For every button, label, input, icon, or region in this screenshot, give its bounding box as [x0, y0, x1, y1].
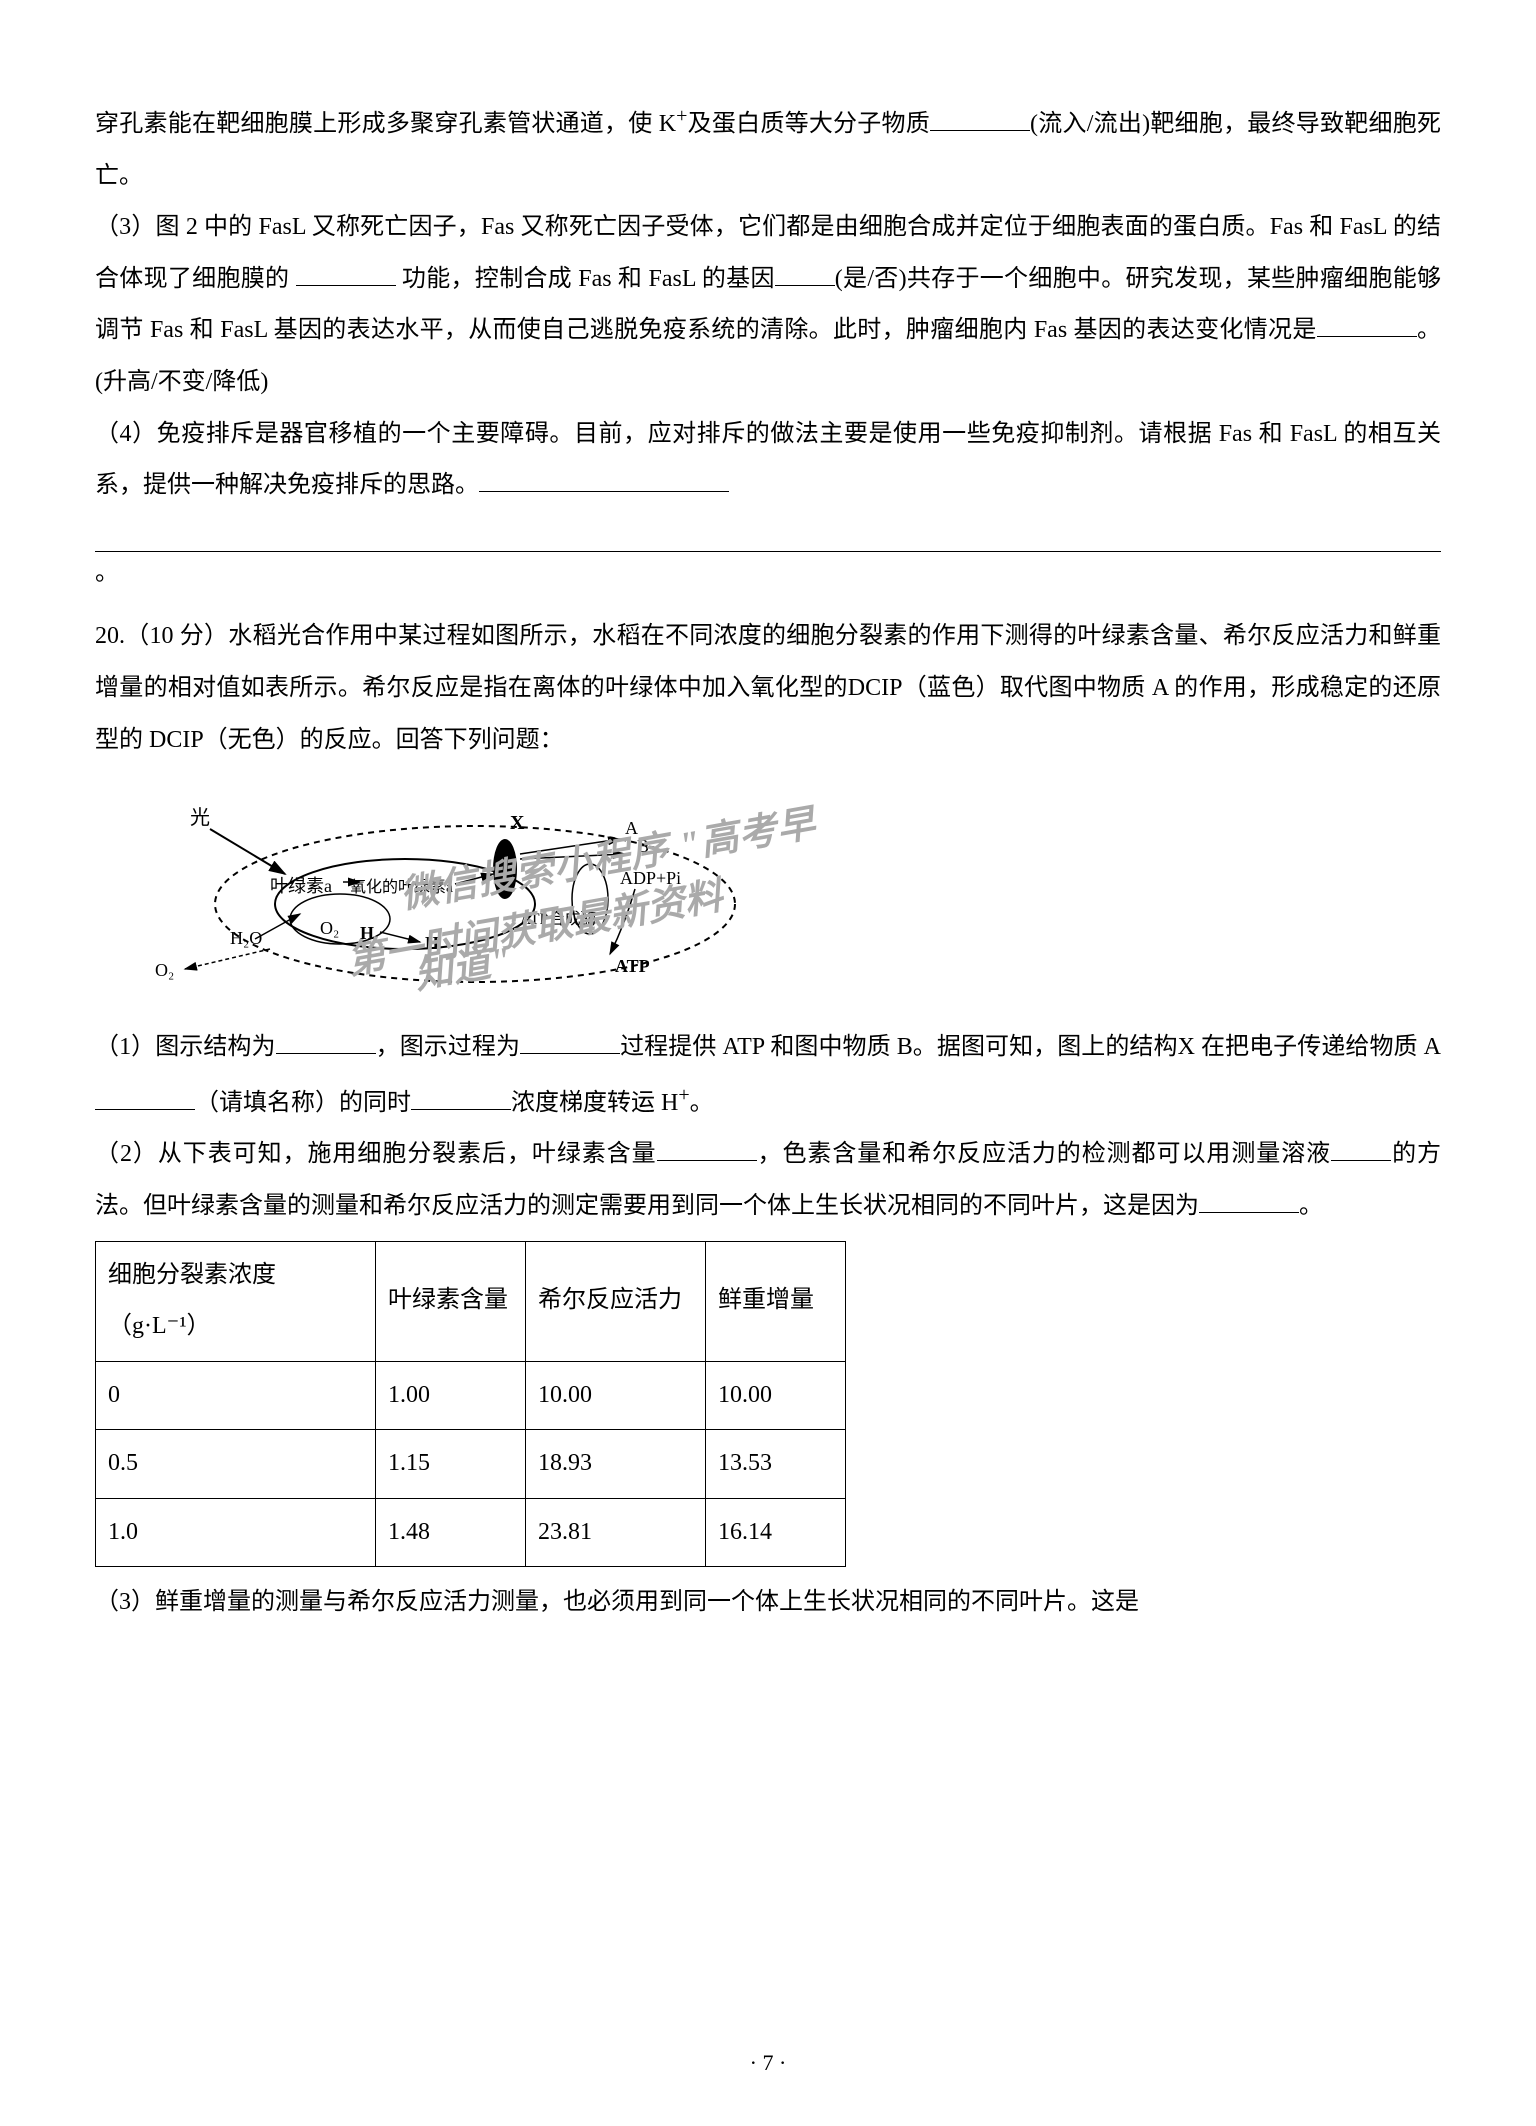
text: 。	[1299, 1193, 1323, 1219]
table-cell: 23.81	[526, 1498, 706, 1567]
blank-fill	[1317, 313, 1417, 337]
table-cell: 0.5	[96, 1430, 376, 1499]
text: 20.（10 分）水稻光合作用中某过程如图所示，水稻在不同浓度的细胞分裂素的作用…	[95, 623, 1441, 752]
blank-fill	[411, 1086, 511, 1110]
blank-fill	[775, 262, 835, 286]
table-header: 希尔反应活力	[526, 1241, 706, 1361]
question-20-2: （2）从下表可知，施用细胞分裂素后，叶绿素含量 ，色素含量和希尔反应活力的检测都可…	[95, 1129, 1441, 1232]
table-cell: 10.00	[706, 1361, 846, 1430]
table-header: 叶绿素含量	[376, 1241, 526, 1361]
label-b: B	[637, 836, 649, 856]
blank-fill	[1199, 1189, 1299, 1213]
blank-fill	[930, 107, 1030, 131]
table-cell: 1.15	[376, 1430, 526, 1499]
table-cell: 18.93	[526, 1430, 706, 1499]
page-number: · 7 ·	[0, 2050, 1536, 2076]
table-cell: 10.00	[526, 1361, 706, 1430]
text: （2）从下表可知，施用细胞分裂素后，叶绿素含量	[95, 1141, 657, 1167]
text: 过程提供 ATP 和图中物质 B。据图可知，图上的结构X 在把电子传递给物质 A	[620, 1034, 1441, 1060]
table-header: 细胞分裂素浓度（g·L⁻¹）	[96, 1241, 376, 1361]
diagram-svg: X 光 叶绿素a 氧化的叶绿素a H₂O O₂ O₂ H H	[125, 784, 825, 1004]
blank-fill	[1331, 1137, 1391, 1161]
table-cell: 1.00	[376, 1361, 526, 1430]
label-chlorophyll: 叶绿素a	[270, 876, 332, 896]
label-x: X	[510, 812, 525, 834]
paragraph-3: （4）免疫排斥是器官移植的一个主要障碍。目前，应对排斥的做法主要是使用一些免疫抑…	[95, 409, 1441, 512]
text: ，图示过程为	[376, 1034, 520, 1060]
paragraph-2: （3）图 2 中的 FasL 又称死亡因子，Fas 又称死亡因子受体，它们都是由…	[95, 202, 1441, 408]
question-20-intro: 20.（10 分）水稻光合作用中某过程如图所示，水稻在不同浓度的细胞分裂素的作用…	[95, 611, 1441, 766]
text: 浓度梯度转运 H	[511, 1090, 678, 1116]
text: （请填名称）的同时	[195, 1090, 411, 1116]
table-row: 0 1.00 10.00 10.00	[96, 1361, 846, 1430]
data-table: 细胞分裂素浓度（g·L⁻¹） 叶绿素含量 希尔反应活力 鲜重增量 0 1.00 …	[95, 1241, 846, 1568]
label-adp: ADP+Pi	[620, 868, 681, 888]
blank-line	[95, 524, 1441, 552]
text: 。	[690, 1090, 714, 1116]
paragraph-1: 穿孔素能在靶细胞膜上形成多聚穿孔素管状通道，使 K+及蛋白质等大分子物质(流入/…	[95, 95, 1441, 202]
question-20-3: （3）鲜重增量的测量与希尔反应活力测量，也必须用到同一个体上生长状况相同的不同叶…	[95, 1577, 1441, 1629]
blank-fill	[276, 1030, 376, 1054]
table-cell: 0	[96, 1361, 376, 1430]
table-cell: 1.48	[376, 1498, 526, 1567]
text: ，色素含量和希尔反应活力的检测都可以用测量溶液	[757, 1141, 1332, 1167]
table-row: 1.0 1.48 23.81 16.14	[96, 1498, 846, 1567]
superscript: +	[678, 1084, 689, 1106]
text: （3）鲜重增量的测量与希尔反应活力测量，也必须用到同一个体上生长状况相同的不同叶…	[95, 1589, 1139, 1615]
table-cell: 13.53	[706, 1430, 846, 1499]
label-oxidized: 氧化的叶绿素a	[350, 878, 453, 896]
table-cell: 16.14	[706, 1498, 846, 1567]
label-a: A	[625, 818, 638, 838]
table-cell: 1.0	[96, 1498, 376, 1567]
label-light: 光	[190, 806, 210, 829]
label-atp-synthase: ATP合成酶	[520, 910, 596, 928]
blank-fill	[479, 468, 729, 492]
question-20-1: （1）图示结构为 ，图示过程为 过程提供 ATP 和图中物质 B。据图可知，图上的结…	[95, 1022, 1441, 1129]
label-atp: ATP	[615, 956, 650, 976]
blank-fill	[520, 1030, 620, 1054]
label-o2-inner: O₂	[320, 918, 339, 938]
text: 及蛋白质等大分子物质	[687, 111, 930, 137]
document-content: 穿孔素能在靶细胞膜上形成多聚穿孔素管状通道，使 K+及蛋白质等大分子物质(流入/…	[95, 95, 1441, 1629]
blank-fill	[95, 1086, 195, 1110]
table-row: 0.5 1.15 18.93 13.53	[96, 1430, 846, 1499]
label-h2o: H₂O	[230, 928, 262, 948]
text: 功能，控制合成 Fas 和 FasL 的基因	[396, 266, 775, 292]
blank-fill	[657, 1137, 757, 1161]
label-h: H	[360, 923, 374, 943]
text: （4）免疫排斥是器官移植的一个主要障碍。目前，应对排斥的做法主要是使用一些免疫抑…	[95, 421, 1441, 499]
label-o2-outer: O₂	[155, 960, 174, 980]
text: （1）图示结构为	[95, 1034, 276, 1060]
table-header-row: 细胞分裂素浓度（g·L⁻¹） 叶绿素含量 希尔反应活力 鲜重增量	[96, 1241, 846, 1361]
diagram-container: X 光 叶绿素a 氧化的叶绿素a H₂O O₂ O₂ H H	[125, 784, 825, 1004]
table-header: 鲜重增量	[706, 1241, 846, 1361]
blank-fill	[296, 262, 396, 286]
label-h2: H	[425, 933, 439, 953]
text: 穿孔素能在靶细胞膜上形成多聚穿孔素管状通道，使 K	[95, 111, 676, 137]
superscript: +	[676, 105, 687, 127]
